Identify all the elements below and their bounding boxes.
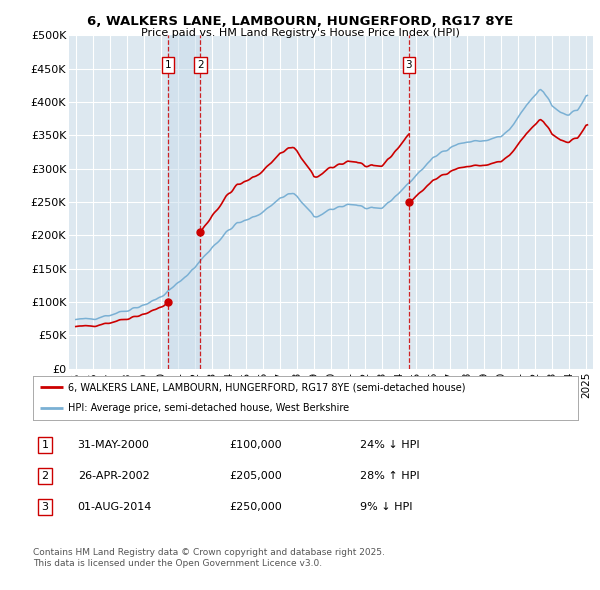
- Text: 6, WALKERS LANE, LAMBOURN, HUNGERFORD, RG17 8YE: 6, WALKERS LANE, LAMBOURN, HUNGERFORD, R…: [87, 15, 513, 28]
- Text: 6, WALKERS LANE, LAMBOURN, HUNGERFORD, RG17 8YE (semi-detached house): 6, WALKERS LANE, LAMBOURN, HUNGERFORD, R…: [68, 382, 466, 392]
- Text: 26-APR-2002: 26-APR-2002: [77, 471, 149, 481]
- Text: 3: 3: [406, 60, 412, 70]
- Text: Contains HM Land Registry data © Crown copyright and database right 2025.: Contains HM Land Registry data © Crown c…: [33, 548, 385, 556]
- Text: £205,000: £205,000: [229, 471, 282, 481]
- Text: 31-MAY-2000: 31-MAY-2000: [77, 440, 149, 450]
- Text: £100,000: £100,000: [229, 440, 282, 450]
- Bar: [168, 35, 200, 369]
- Text: This data is licensed under the Open Government Licence v3.0.: This data is licensed under the Open Gov…: [33, 559, 322, 568]
- Text: 28% ↑ HPI: 28% ↑ HPI: [360, 471, 419, 481]
- Text: 9% ↓ HPI: 9% ↓ HPI: [360, 502, 412, 512]
- Text: 2: 2: [197, 60, 203, 70]
- Text: 3: 3: [41, 502, 49, 512]
- Text: HPI: Average price, semi-detached house, West Berkshire: HPI: Average price, semi-detached house,…: [68, 403, 350, 413]
- Text: 1: 1: [164, 60, 171, 70]
- Text: 1: 1: [41, 440, 49, 450]
- Text: 24% ↓ HPI: 24% ↓ HPI: [360, 440, 419, 450]
- Text: Price paid vs. HM Land Registry's House Price Index (HPI): Price paid vs. HM Land Registry's House …: [140, 28, 460, 38]
- Text: 01-AUG-2014: 01-AUG-2014: [77, 502, 152, 512]
- Text: £250,000: £250,000: [229, 502, 282, 512]
- Text: 2: 2: [41, 471, 49, 481]
